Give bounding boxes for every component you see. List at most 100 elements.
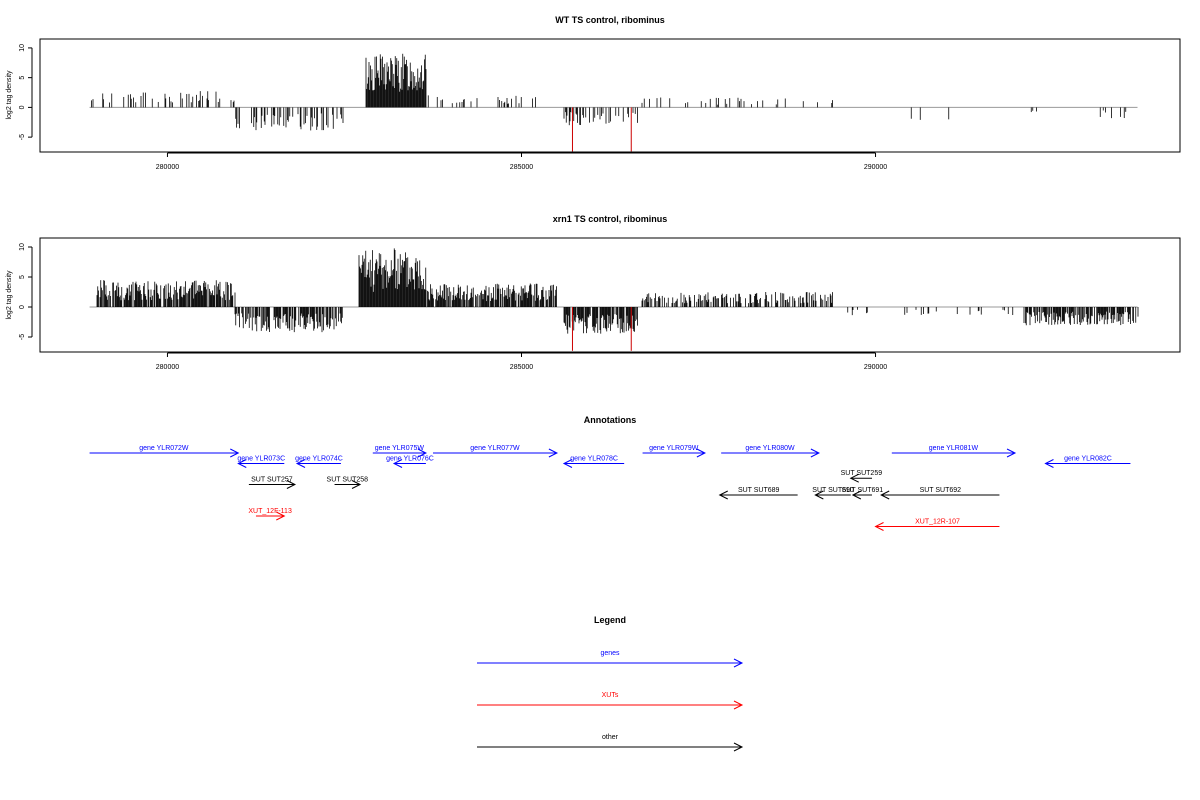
annotation-gene-arrow: gene YLR079W [642,445,706,458]
annotation-other-arrow: SUT SUT259 [841,470,883,483]
xrn1-coverage-panel: xrn1 TS control, ribominus log2 tag dens… [6,214,1181,371]
legend-items: genes XUTs other [477,650,744,752]
arrow-head [851,490,862,500]
annotation-gene-arrow: gene YLR074C [295,456,343,468]
y-tick-label: 5 [19,76,26,80]
annotation-label: gene YLR074C [295,456,343,463]
annotation-gene-arrow: gene YLR077W [432,445,559,458]
wt-y-axis: 10 5 0 -5 [19,44,33,140]
arrow-head [351,480,362,489]
annotation-label: gene YLR079W [649,445,699,452]
xrn1-plot-frame [39,237,1181,353]
arrow-head [417,448,428,458]
annotation-xut-arrow: XUT_12R-107 [874,519,1000,531]
annotation-other-arrow: SUT SUT692 [880,487,1000,500]
annotation-xut-arrow: XUT_12F-113 [248,508,292,521]
wt-coverage-panel: WT TS control, ribominus log2 tag densit… [6,15,1181,171]
y-tick-label: -5 [19,334,26,340]
x-tick-label: 290000 [864,164,887,171]
wt-y-axis-label: log2 tag density [6,70,13,120]
legend-label: genes [600,650,620,657]
arrow-head [392,459,403,468]
arrow-head [733,658,744,668]
arrow-head [718,490,728,500]
arrow-head [548,448,559,458]
annotation-gene-arrow: gene YLR082C [1044,456,1131,468]
annotation-other-arrow: SUT SUT691 [842,487,884,500]
y-tick-label: 0 [19,305,26,309]
wt-plot-frame [39,38,1181,153]
xrn1-panel-title: xrn1 TS control, ribominus [553,214,668,224]
arrow-head [874,522,884,531]
legend-arrow-xuts: XUTs [477,692,744,710]
y-tick-label: 10 [19,243,26,251]
y-tick-label: 0 [19,105,26,109]
annotation-other-arrow: SUT SUT690 [812,487,854,500]
y-tick-label: -5 [19,134,26,140]
x-tick-label: 285000 [510,364,533,371]
annotation-gene-arrow: gene YLR072W [89,445,240,458]
wt-panel-title: WT TS control, ribominus [555,15,665,25]
arrow-head [696,448,706,458]
annotation-label: gene YLR082C [1064,456,1112,463]
y-tick-label: 5 [19,275,26,279]
annotation-label: SUT SUT257 [251,477,293,484]
annotation-label: gene YLR077W [470,445,520,452]
x-tick-label: 280000 [156,364,179,371]
y-tick-label: 10 [19,44,26,52]
xrn1-y-axis: 10 5 0 -5 [19,243,33,340]
annotation-label: SUT SUT691 [842,487,884,494]
legend-arrow-genes: genes [477,650,744,668]
annotation-gene-arrow: gene YLR076C [386,456,434,468]
annotation-gene-arrow: gene YLR078C [562,456,625,468]
annotation-label: gene YLR072W [139,445,189,452]
arrow-head [286,480,297,489]
arrow-head [733,700,744,710]
arrow-head [810,448,820,458]
annotation-label: SUT SUT689 [738,487,780,494]
x-tick-label: 285000 [510,164,533,171]
annotation-label: SUT SUT259 [841,470,883,477]
arrow-head [733,742,744,752]
arrow-head [880,490,890,500]
annotation-gene-arrow: gene YLR075W [372,445,428,458]
annotation-label: gene YLR075W [375,445,425,452]
xrn1-marks [89,248,1139,351]
legend-arrow-other: other [477,734,744,752]
annotation-features: gene YLR072W gene YLR073C gene YLR074C gene… [89,445,1131,531]
arrow-head [237,459,247,468]
arrow-head [562,459,573,468]
annotations-title: Annotations [584,415,637,425]
legend: Legend genes XUTs other [477,615,744,752]
annotation-label: XUT_12F-113 [248,508,292,515]
annotation-label: SUT SUT258 [327,477,369,484]
annotation-label: SUT SUT692 [920,487,962,494]
legend-label: XUTs [602,692,619,699]
wt-x-axis: 280000 285000 290000 [156,152,887,171]
annotation-label: XUT_12R-107 [915,519,960,526]
annotation-other-arrow: SUT SUT689 [718,487,798,500]
x-tick-label: 290000 [864,364,887,371]
annotation-gene-arrow: gene YLR073C [237,456,285,468]
arrow-head [1006,448,1017,458]
arrow-head [276,511,286,521]
arrow-head [295,459,306,468]
arrow-head [814,490,824,500]
annotation-gene-arrow: gene YLR081W [891,445,1017,458]
arrow-head [230,448,240,458]
legend-label: other [602,734,619,741]
xrn1-x-axis: 280000 285000 290000 [156,352,887,371]
annotation-label: SUT SUT690 [812,487,854,494]
x-tick-label: 280000 [156,164,179,171]
annotation-label: gene YLR076C [386,456,434,463]
arrow-head [1044,459,1054,468]
wt-marks [89,53,1138,152]
xrn1-y-axis-label: log2 tag density [6,270,13,320]
legend-title: Legend [594,615,626,625]
annotation-label: gene YLR081W [929,445,979,452]
annotation-gene-arrow: gene YLR080W [721,445,820,458]
annotation-other-arrow: SUT SUT257 [248,477,297,489]
annotation-label: gene YLR073C [237,456,285,463]
